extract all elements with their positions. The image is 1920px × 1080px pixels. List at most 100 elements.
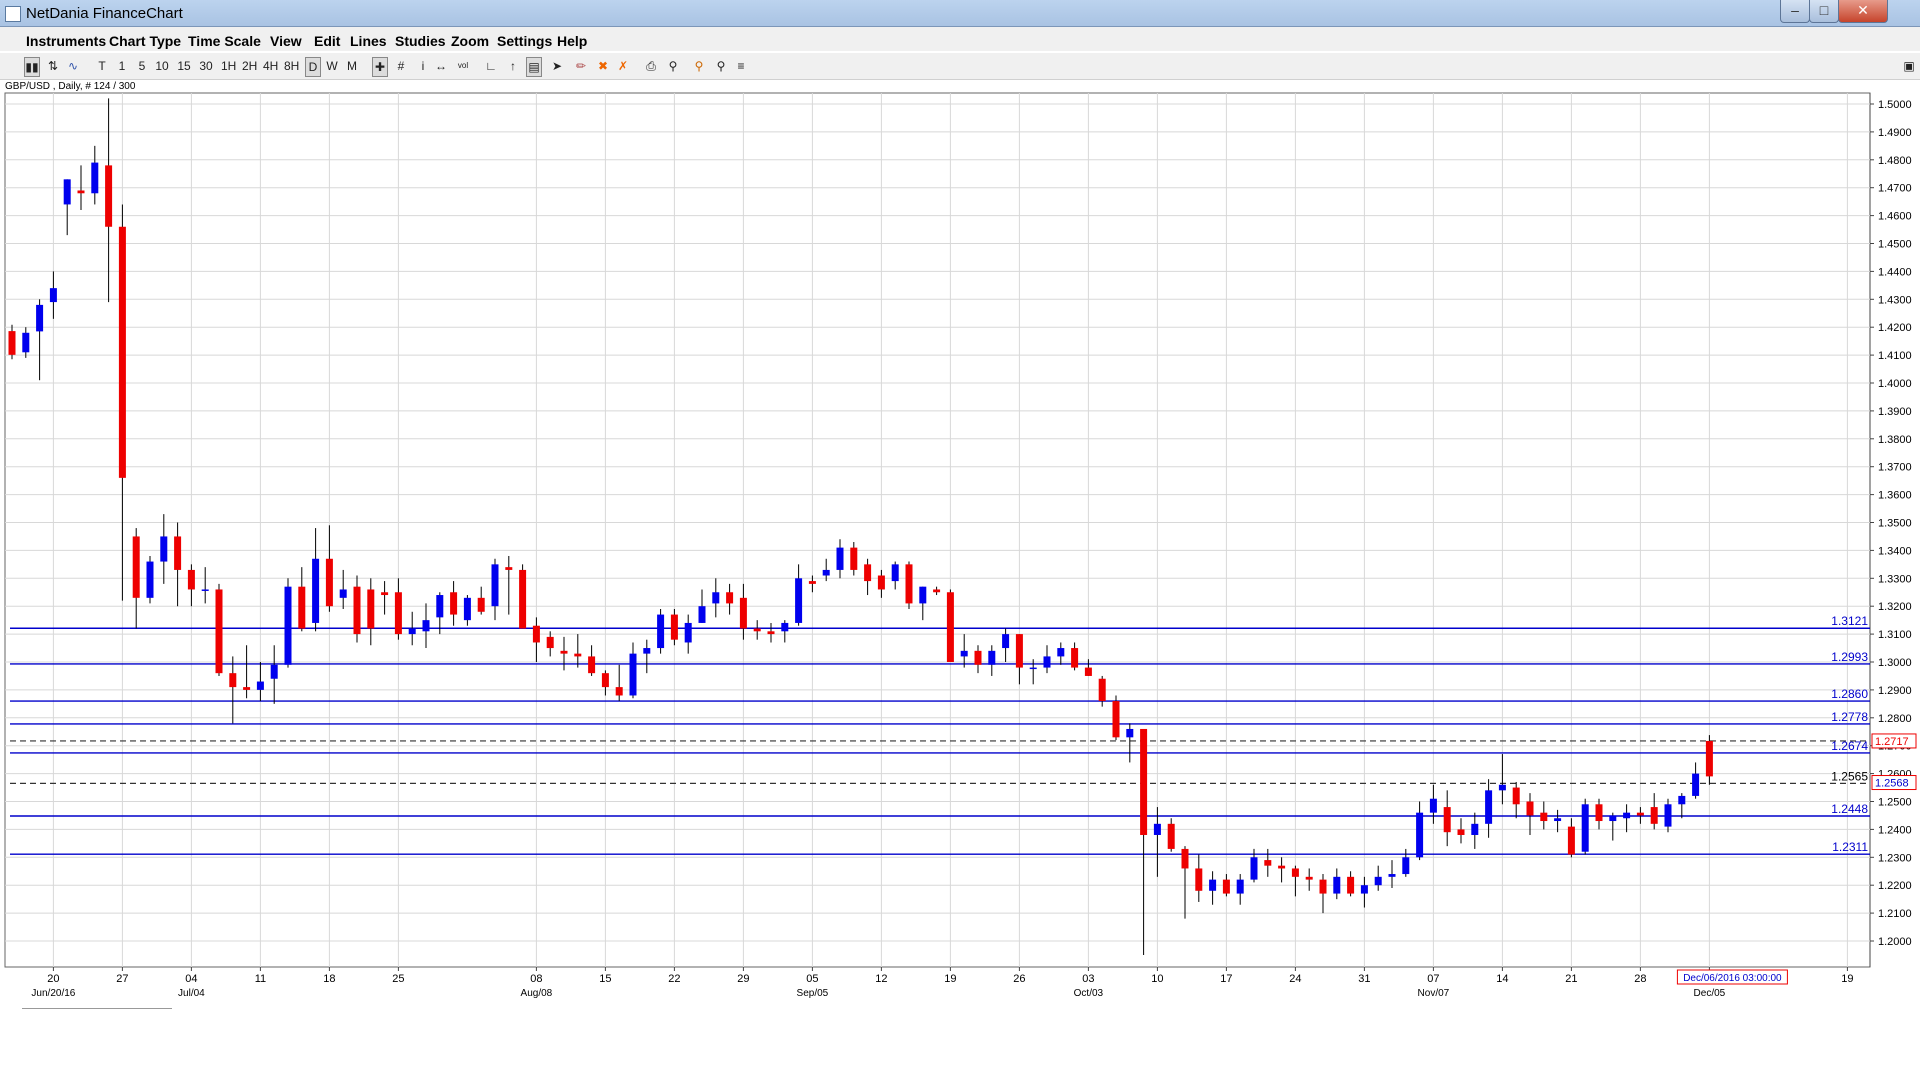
candle-down [1443,807,1451,833]
candle-up [1153,823,1161,835]
fib-icon[interactable]: ↑ [510,59,516,73]
candle-up [988,650,996,665]
tf-1[interactable]: 1 [118,59,126,73]
menu-time-scale[interactable]: Time Scale [188,33,261,49]
x-month-label: Sep/05 [797,988,829,999]
candle-down [1071,648,1079,668]
app-icon [5,6,21,22]
candle-up [1374,876,1382,886]
symbol-info: GBP/USD , Daily, # 124 / 300 [5,81,136,92]
tf-10[interactable]: 10 [155,59,169,73]
bars-icon[interactable]: ⇅ [47,59,59,73]
candle-down [1319,879,1327,894]
channel-icon[interactable]: ▤ [526,57,542,77]
volume-icon[interactable]: vol [457,61,469,70]
tf-1H[interactable]: 1H [221,59,237,73]
candle-down [1181,848,1189,869]
tf-2H[interactable]: 2H [242,59,258,73]
line-icon[interactable]: ∿ [67,59,79,73]
print-icon[interactable]: ⎙ [646,59,656,73]
candle-down [1084,667,1092,676]
x-tick-label: 28 [1634,973,1646,985]
y-tick-label: 1.3500 [1878,518,1912,530]
x-tick-label: 14 [1496,973,1508,985]
candle-up [270,664,278,679]
candle-down [532,625,540,643]
arrows-icon[interactable]: ↔ [435,59,447,73]
menu-studies[interactable]: Studies [395,33,446,49]
y-tick-label: 1.4900 [1878,127,1912,139]
tf-M[interactable]: M [347,59,357,73]
candle-down [588,656,596,674]
zoom-in-icon[interactable]: ⚲ [694,59,704,73]
candle-up [436,595,444,618]
delete-icon[interactable]: ✖ [597,59,609,73]
candle-down [132,536,140,598]
candle-up [1692,773,1700,796]
fit-icon[interactable]: ≡ [737,59,745,73]
panel-toggle-icon[interactable]: ▣ [1903,59,1915,73]
x-tick-label: 18 [323,973,335,985]
info-icon[interactable]: i [421,59,425,73]
tf-W[interactable]: W [326,59,338,73]
zoom-region-icon[interactable]: ⚲ [668,59,678,73]
delete-all-icon[interactable]: ✗ [617,59,629,73]
bottom-divider [22,1008,172,1009]
candles-icon[interactable]: ▮▮ [24,57,40,77]
menu-settings[interactable]: Settings [497,33,553,49]
tf-8H[interactable]: 8H [284,59,300,73]
menu-zoom[interactable]: Zoom [451,33,490,49]
plot-frame [4,92,1871,968]
candle-up [1485,790,1493,824]
grid-icon[interactable]: # [397,59,405,73]
toolbar: ▮▮ ⇅ ∿ T 1 5 10 15 30 1H 2H 4H 8H D W M … [0,53,1920,80]
menu-help[interactable]: Help [557,33,588,49]
candle-down [864,564,872,582]
candle-up [1609,815,1617,822]
candle-up [822,569,830,576]
tf-T[interactable]: T [98,59,106,73]
candle-down [739,597,747,629]
candle-up [1126,728,1134,738]
tf-D[interactable]: D [305,57,321,77]
x-month-label: Jul/04 [178,988,205,999]
x-tick-label: 12 [875,973,887,985]
candle-down [905,564,913,604]
candle-down [243,687,251,690]
y-tick-label: 1.2200 [1878,880,1912,892]
candle-down [560,650,568,654]
candle-up [1043,656,1051,668]
candle-up [1664,804,1672,827]
y-tick-label: 1.4800 [1878,155,1912,167]
menu-chart-type[interactable]: Chart Type [109,33,182,49]
candle-down [933,589,941,593]
tf-15[interactable]: 15 [177,59,191,73]
title-bar: NetDania FinanceChart – □ ✕ [0,0,1920,27]
y-tick-label: 1.2400 [1878,824,1912,836]
candle-up [698,606,706,623]
draw-icon[interactable]: ✏ [575,59,587,73]
level-label: 1.2993 [1831,650,1868,664]
menu-view[interactable]: View [270,33,302,49]
candle-up [1236,879,1244,894]
menu-edit[interactable]: Edit [314,33,341,49]
tf-4H[interactable]: 4H [263,59,279,73]
crosshair-icon[interactable]: ✚ [372,57,388,77]
candle-up [1250,857,1258,880]
candle-up [1429,798,1437,813]
tf-5[interactable]: 5 [138,59,146,73]
pointer-icon[interactable]: ➤ [551,59,563,73]
candle-down [1650,807,1658,824]
close-button[interactable]: ✕ [1838,0,1888,23]
window-title: NetDania FinanceChart [26,5,183,22]
y-tick-label: 1.4700 [1878,183,1912,195]
menu-lines[interactable]: Lines [350,33,387,49]
trendline-icon[interactable]: ∟ [485,59,497,73]
tf-30[interactable]: 30 [199,59,213,73]
zoom-out-icon[interactable]: ⚲ [716,59,726,73]
candle-up [1678,795,1686,805]
menu-instruments[interactable]: Instruments [26,33,107,49]
candle-down [574,653,582,657]
price-marker-box [1871,775,1917,791]
